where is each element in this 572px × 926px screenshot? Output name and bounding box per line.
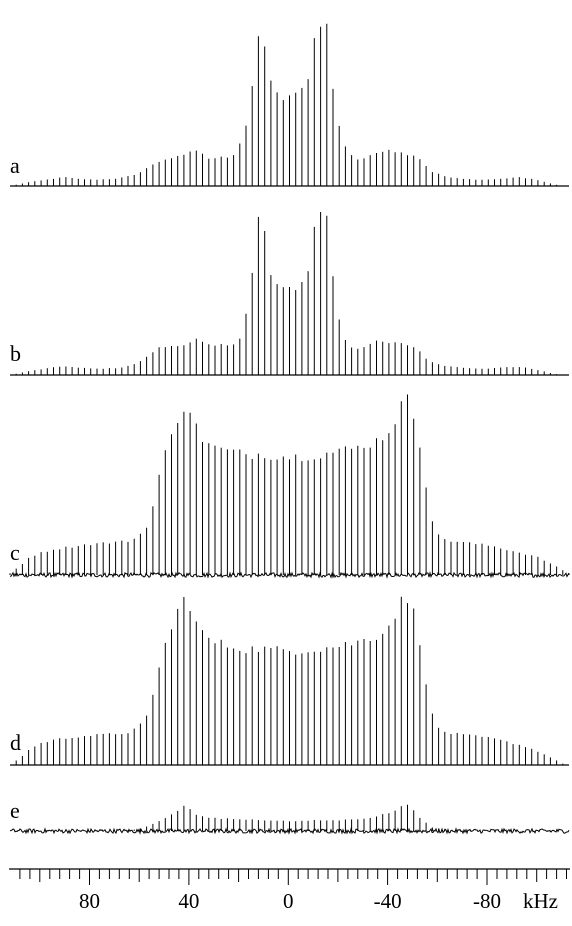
- spectra-stack: [9, 23, 570, 835]
- x-tick-label-minus-80: -80: [473, 889, 501, 913]
- spectrum-c: [9, 394, 570, 579]
- panel-label-d: d: [10, 730, 21, 755]
- x-tick-label-80: 80: [79, 889, 100, 913]
- panel-label-e: e: [10, 798, 20, 823]
- x-tick-labels: 80 40 0 -40 -80: [79, 889, 501, 913]
- x-axis: 80 40 0 -40 -80 kHz: [9, 868, 570, 913]
- spectrum-e: [9, 804, 570, 835]
- panel-label-a: a: [10, 153, 20, 178]
- spectrum-d: [10, 596, 569, 766]
- panel-label-c: c: [10, 540, 20, 565]
- x-tick-label-0: 0: [283, 889, 294, 913]
- x-unit-label: kHz: [523, 889, 558, 913]
- x-ticks: [19, 869, 567, 885]
- spectrum-a: [10, 23, 569, 187]
- spectrum-e-baseline: [9, 827, 570, 835]
- x-tick-label-minus-40: -40: [374, 889, 402, 913]
- panel-labels: a b c d e: [10, 153, 21, 823]
- panel-label-b: b: [10, 341, 21, 366]
- spectrum-b: [10, 212, 569, 376]
- x-tick-label-40: 40: [178, 889, 199, 913]
